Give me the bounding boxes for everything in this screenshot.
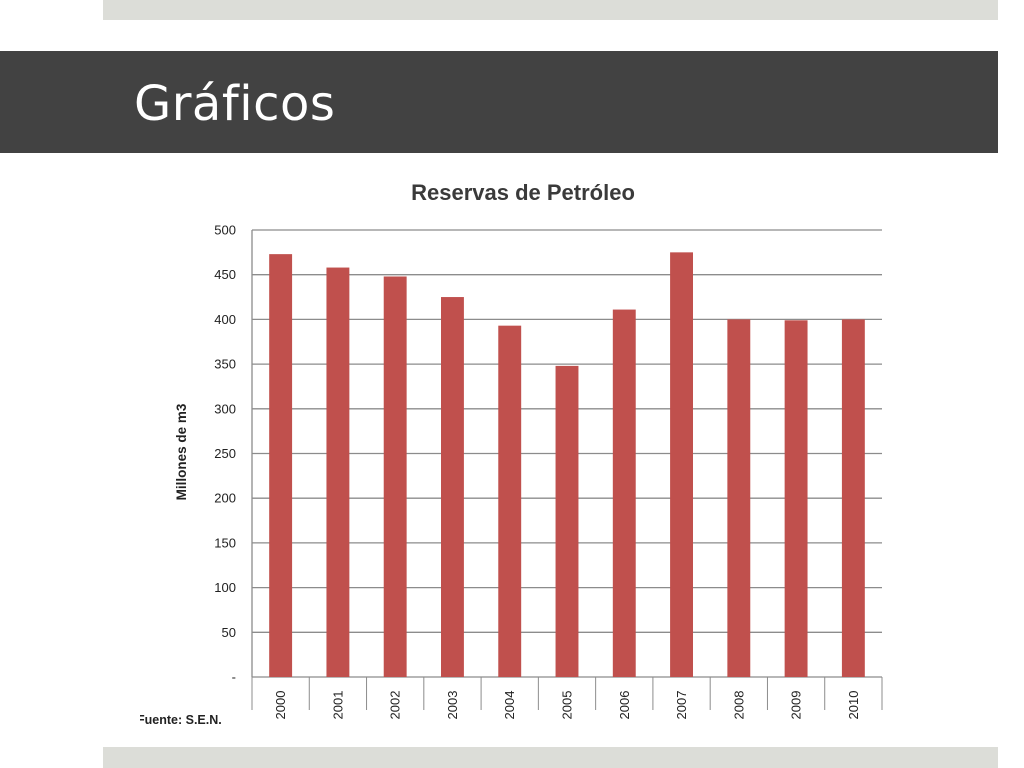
x-tick-label: 2005 [560, 691, 575, 720]
x-axis-ticks: 2000 2001 2002 2003 2004 2005 2006 2007 2008 2009… [273, 691, 861, 720]
y-tick-label: 250 [214, 446, 236, 461]
y-axis-label: Millones de m3 [174, 403, 189, 500]
x-tick-label: 2004 [502, 691, 517, 720]
bar [498, 325, 522, 677]
bottom-accent-bar [103, 747, 998, 768]
bar [441, 297, 464, 677]
title-band [0, 51, 998, 153]
x-tick-label: 2001 [330, 691, 345, 720]
y-tick-label: 450 [214, 267, 236, 282]
bar [383, 276, 407, 677]
x-tick-label: 2002 [388, 691, 403, 720]
bar [841, 319, 865, 677]
x-tick-label: 2009 [789, 691, 804, 720]
source-note: Fuente: S.E.N. [140, 713, 222, 727]
y-tick-label: - [232, 670, 236, 685]
y-tick-label: 150 [214, 535, 236, 550]
x-tick-label: 2000 [273, 691, 288, 720]
slide-title: Gráficos [134, 76, 336, 132]
y-tick-label: 300 [214, 401, 236, 416]
x-tick-label: 2008 [731, 691, 746, 720]
y-tick-label: 200 [214, 491, 236, 506]
y-tick-label: 350 [214, 357, 236, 372]
y-tick-label: 500 [214, 223, 236, 238]
bar [784, 320, 808, 677]
x-tick-label: 2003 [445, 691, 460, 720]
x-tick-label: 2010 [846, 691, 861, 720]
bar [612, 309, 636, 677]
bar [555, 365, 579, 677]
x-tick-label: 2006 [617, 691, 632, 720]
top-accent-bar [103, 0, 998, 20]
y-tick-label: 100 [214, 580, 236, 595]
bar [269, 254, 293, 677]
x-tick-label: 2007 [674, 691, 689, 720]
bar-chart: Reservas de Petróleo - 50 100 150 200 250 300 3… [140, 180, 883, 727]
bar [326, 267, 350, 677]
bar [727, 319, 751, 677]
bars [269, 252, 865, 677]
y-axis-ticks: - 50 100 150 200 250 300 350 400 450 500 [214, 223, 236, 685]
bar [670, 252, 693, 677]
chart-title: Reservas de Petróleo [411, 180, 635, 205]
y-tick-label: 400 [214, 312, 236, 327]
y-tick-label: 50 [222, 625, 236, 640]
